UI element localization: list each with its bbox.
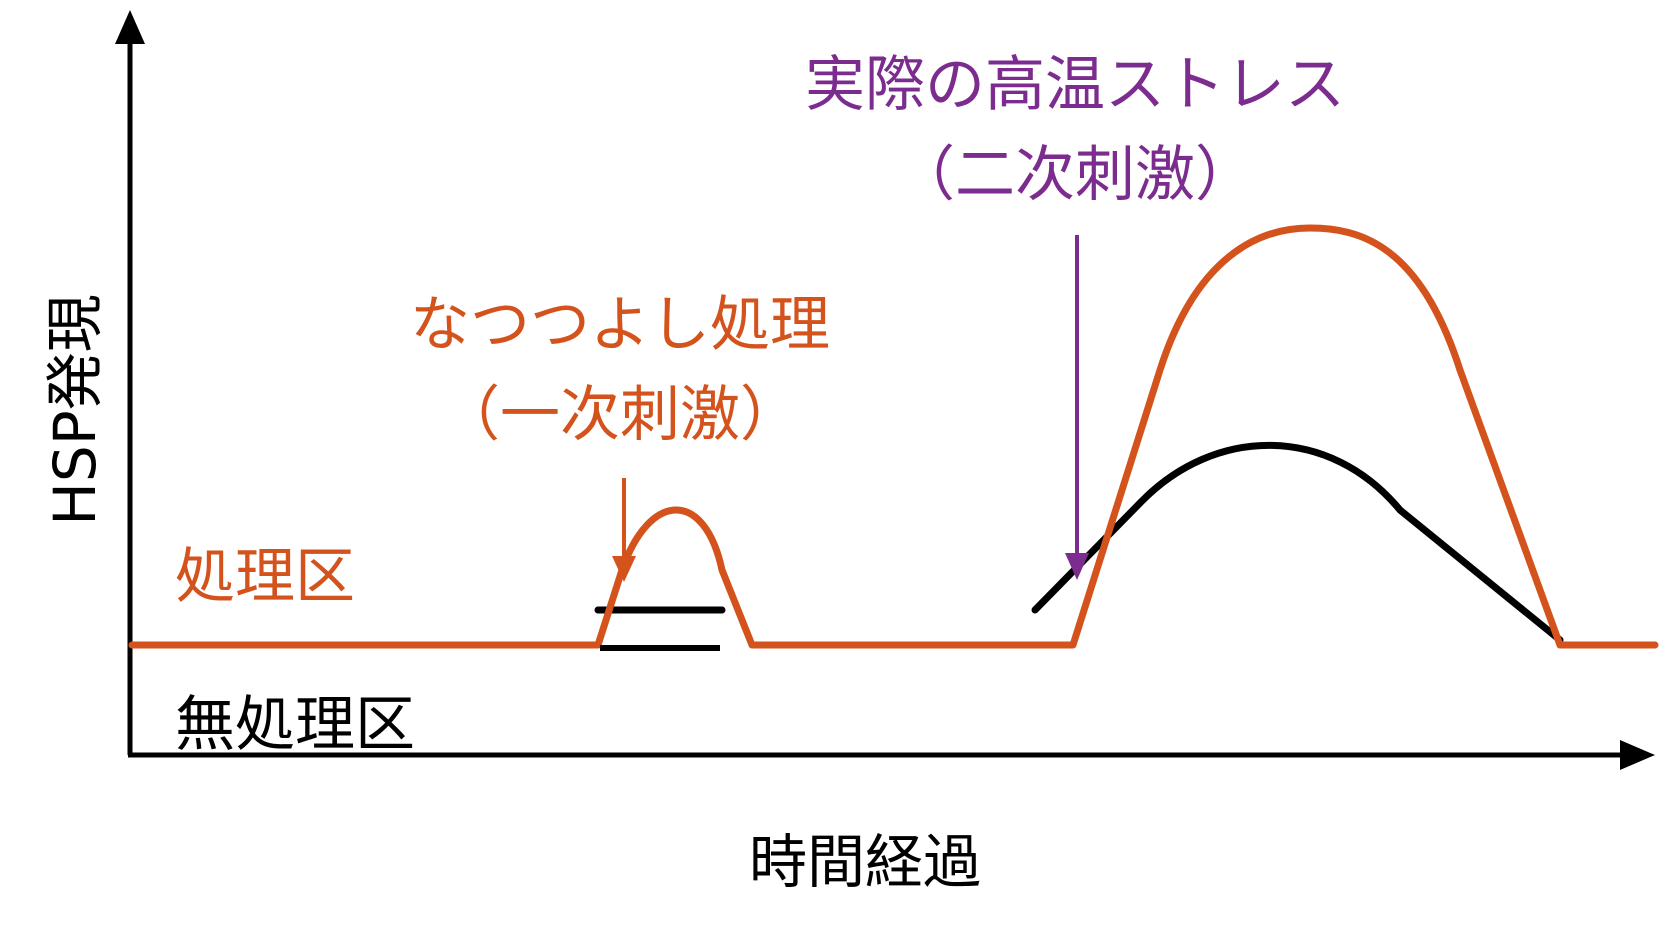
primary-stimulus-arrow — [612, 478, 636, 582]
treated-label: 処理区 — [175, 542, 355, 612]
secondary-stimulus-title: 実際の高温ストレス — [805, 50, 1345, 120]
treated-curve — [128, 224, 1659, 649]
x-axis-arrow-icon — [1620, 740, 1655, 770]
primary-arrow-head-icon — [612, 556, 636, 582]
secondary-stimulus-subtitle: （二次刺激） — [895, 140, 1255, 210]
secondary-arrow-head-icon — [1065, 553, 1089, 580]
y-axis-label: HSP発現 — [41, 294, 109, 525]
untreated-curve — [594, 441, 1564, 644]
y-axis-arrow-icon — [115, 10, 145, 44]
primary-stimulus-subtitle: （一次刺激） — [440, 380, 800, 450]
primary-stimulus-title: なつつよし処理 — [410, 290, 830, 360]
untreated-label: 無処理区 — [175, 690, 415, 760]
secondary-stimulus-arrow — [1065, 235, 1089, 580]
axes — [115, 10, 1655, 770]
x-axis-label: 時間経過 — [749, 828, 981, 896]
